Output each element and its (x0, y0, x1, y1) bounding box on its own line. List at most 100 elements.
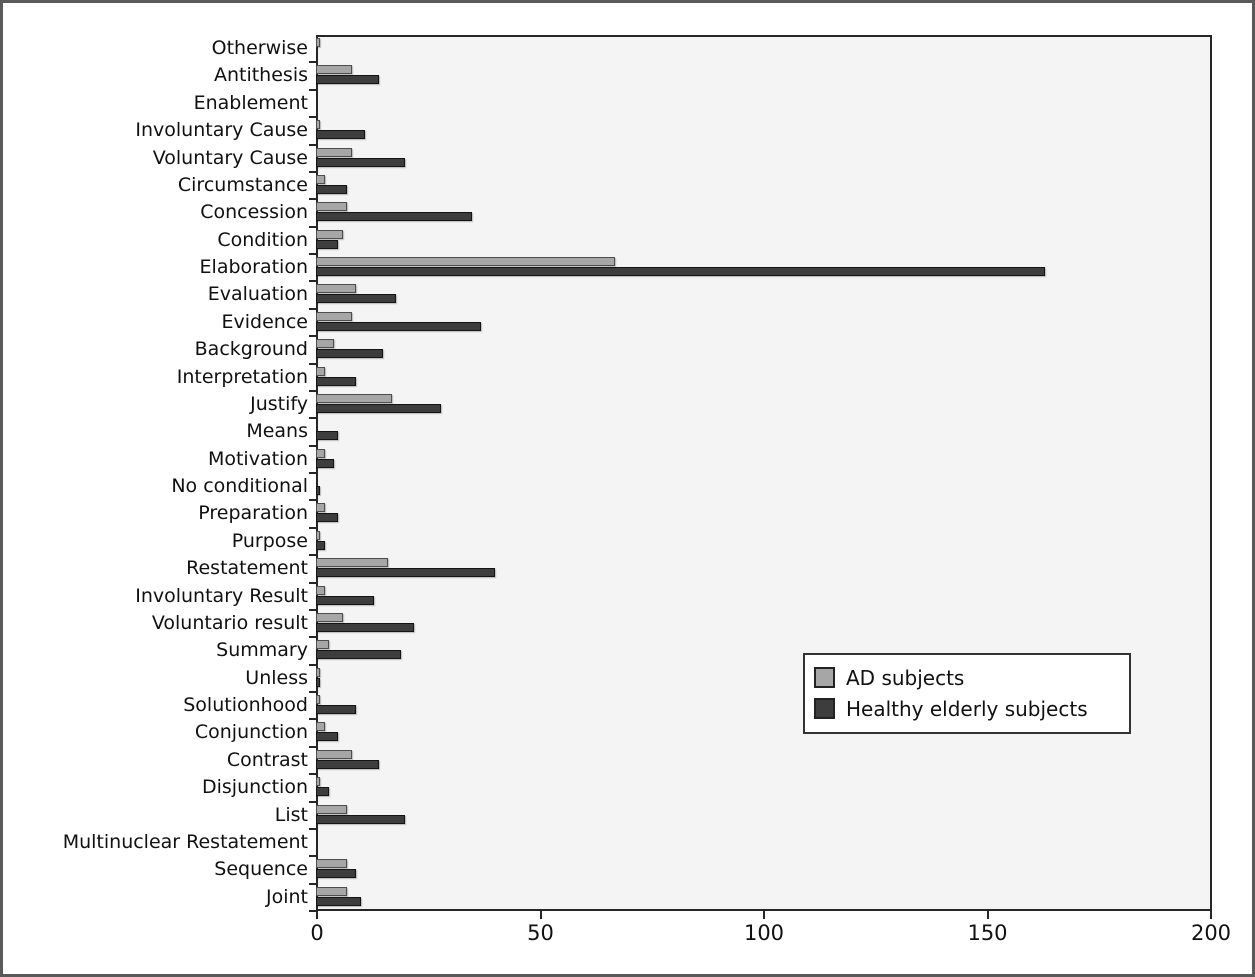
category-label: Disjunction (201, 776, 308, 799)
category-label: Otherwise (211, 37, 308, 59)
category-label: Conjunction (194, 721, 308, 744)
category-label: No conditional (171, 475, 308, 497)
y-axis-tick (309, 198, 317, 200)
y-axis-tick (309, 116, 317, 118)
category-label: Sequence (214, 858, 308, 881)
bar-ad-subjects (316, 749, 352, 759)
bar-healthy-elderly-subjects (316, 513, 339, 523)
bar-zone (316, 145, 1210, 172)
bar-ad-subjects (316, 120, 321, 130)
bar-zone (316, 446, 1210, 473)
y-axis-tick (309, 280, 317, 282)
y-axis-tick (309, 499, 317, 501)
bar-ad-subjects (316, 612, 343, 622)
y-axis-tick (309, 855, 317, 857)
bar-ad-subjects (316, 804, 348, 814)
category-label: Means (246, 420, 308, 443)
bar-zone (316, 172, 1210, 199)
bar-zone (316, 856, 1210, 883)
bar-zone (316, 802, 1210, 829)
category-row: Enablement (3, 90, 1252, 117)
category-row: Unless (3, 665, 1252, 692)
legend-label-healthy: Healthy elderly subjects (846, 696, 1088, 721)
bar-zone (316, 500, 1210, 527)
bar-zone (316, 473, 1210, 500)
y-axis-tick (309, 171, 317, 173)
plot-area (316, 35, 1212, 911)
bar-ad-subjects (316, 530, 321, 540)
category-label: Voluntary Cause (152, 146, 308, 169)
bar-ad-subjects (316, 38, 321, 47)
category-row: Otherwise (3, 35, 1252, 62)
category-label: Interpretation (176, 365, 308, 388)
bar-zone (316, 309, 1210, 336)
bar-healthy-elderly-subjects (316, 321, 482, 331)
bar-ad-subjects (316, 777, 321, 787)
x-axis-tick-label: 100 (743, 921, 785, 945)
category-row: Solutionhood (3, 692, 1252, 719)
bar-zone (316, 555, 1210, 582)
bar-zone (316, 90, 1210, 117)
bar-ad-subjects (316, 585, 325, 595)
category-row: Summary (3, 637, 1252, 664)
x-axis-tick (1210, 911, 1212, 919)
bar-healthy-elderly-subjects (316, 869, 357, 879)
category-row: Concession (3, 199, 1252, 226)
x-axis-tick-label: 150 (967, 921, 1008, 945)
category-label: Purpose (231, 529, 308, 552)
bar-healthy-elderly-subjects (316, 759, 379, 769)
y-axis-tick (309, 308, 317, 310)
bar-healthy-elderly-subjects (316, 732, 339, 742)
category-label: Joint (266, 885, 308, 908)
ad-subjects-swatch (814, 667, 835, 688)
bar-zone (316, 62, 1210, 89)
chart-rows: Otherwise Antithesis Enablement Involuntary… (3, 35, 1252, 912)
category-row: Background (3, 336, 1252, 363)
bar-healthy-elderly-subjects (316, 486, 321, 495)
bar-ad-subjects (316, 859, 348, 869)
bar-healthy-elderly-subjects (316, 403, 442, 413)
y-axis-tick (309, 554, 317, 556)
bar-ad-subjects (316, 284, 357, 294)
category-row: Justify (3, 391, 1252, 418)
bar-ad-subjects (316, 722, 325, 732)
category-label: Justify (250, 392, 308, 415)
category-label: Evidence (221, 310, 308, 333)
category-label: List (274, 803, 308, 826)
bar-healthy-elderly-subjects (316, 294, 397, 304)
category-label: Background (194, 338, 308, 361)
category-label: Enablement (193, 91, 308, 114)
x-axis-tick (316, 911, 318, 919)
y-axis-tick (309, 417, 317, 419)
category-label: Elaboration (199, 256, 308, 278)
legend-label-ad: AD subjects (846, 665, 965, 690)
y-axis-tick (309, 253, 317, 255)
bar-ad-subjects (316, 147, 352, 157)
bar-zone (316, 747, 1210, 774)
bar-healthy-elderly-subjects (316, 896, 361, 906)
bar-ad-subjects (316, 886, 348, 896)
legend-item-ad: AD subjects (814, 662, 1119, 693)
bar-zone (316, 719, 1210, 746)
bar-zone (316, 391, 1210, 418)
category-label: Voluntario result (151, 611, 308, 634)
healthy-elderly-subjects-swatch (814, 698, 835, 719)
bar-healthy-elderly-subjects (316, 349, 384, 359)
category-row: Elaboration (3, 254, 1252, 281)
bar-ad-subjects (316, 174, 325, 184)
category-label: Restatement (186, 557, 308, 580)
bar-zone (316, 117, 1210, 144)
bar-healthy-elderly-subjects (316, 650, 401, 660)
y-axis-tick (309, 226, 317, 228)
bar-healthy-elderly-subjects (316, 677, 321, 687)
bar-zone (316, 637, 1210, 664)
bar-healthy-elderly-subjects (316, 212, 473, 222)
category-row: Sequence (3, 856, 1252, 883)
x-axis-tick (539, 911, 542, 919)
bar-zone (316, 610, 1210, 637)
x-axis-tick-label: 50 (527, 921, 554, 945)
category-row: Voluntary Cause (3, 145, 1252, 172)
category-row: Circumstance (3, 172, 1252, 199)
bar-zone (316, 336, 1210, 363)
category-row: Involuntary Cause (3, 117, 1252, 144)
